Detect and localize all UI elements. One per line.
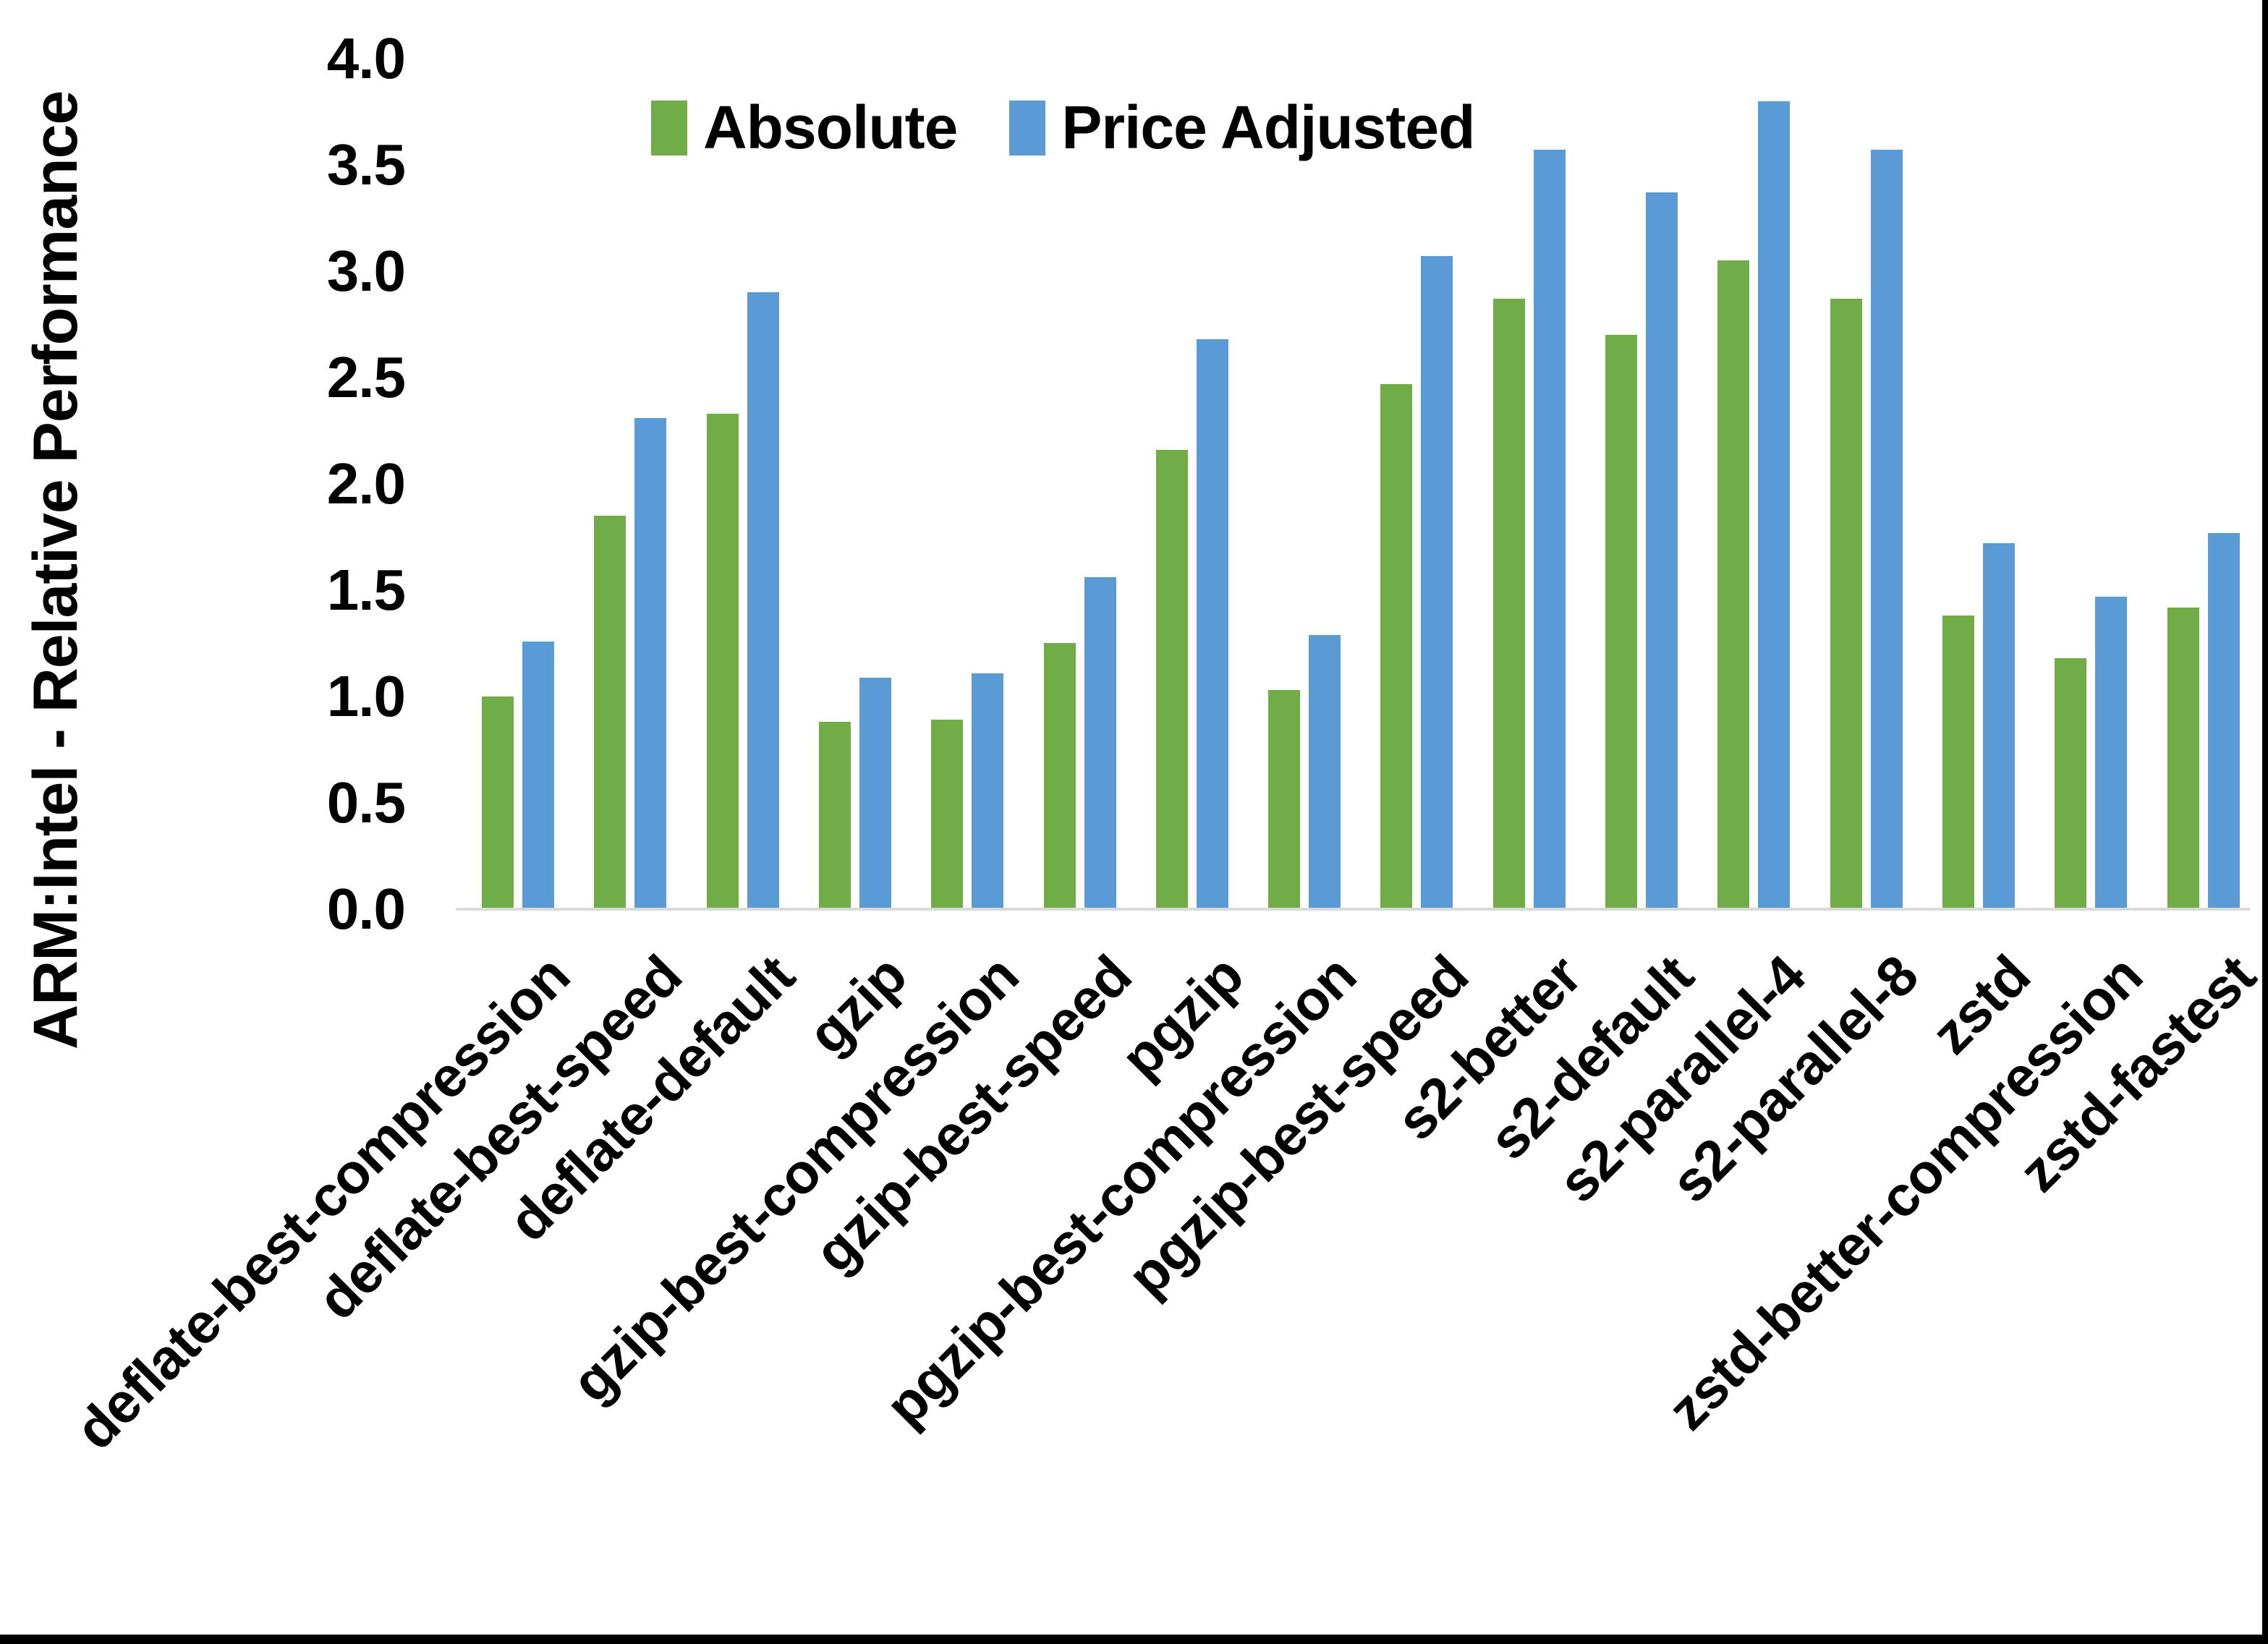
legend-swatch-absolute (651, 100, 687, 156)
bar-price-adjusted-pgzip (1197, 339, 1228, 909)
bar-absolute-zstd-fastest (2167, 608, 2199, 909)
y-tick-label-2.0: 2.0 (326, 451, 406, 516)
bar-absolute-s2-parallel-8 (1830, 299, 1862, 909)
bar-price-adjusted-deflate-best-speed (634, 418, 666, 909)
bar-price-adjusted-zstd-better-compression (2095, 597, 2127, 909)
x-axis-line (456, 908, 2250, 911)
y-tick-label-0.0: 0.0 (326, 877, 406, 941)
bar-price-adjusted-zstd-fastest (2208, 533, 2240, 909)
legend-item-absolute: Absolute (651, 93, 958, 163)
bar-price-adjusted-gzip-best-speed (1084, 577, 1116, 909)
bar-price-adjusted-s2-better (1534, 150, 1566, 909)
bar-absolute-pgzip-best-compression (1268, 690, 1300, 909)
bar-price-adjusted-pgzip-best-compression (1309, 635, 1341, 909)
bar-absolute-gzip (819, 722, 851, 909)
bar-price-adjusted-deflate-default (747, 292, 779, 909)
bar-price-adjusted-s2-parallel-4 (1758, 101, 1790, 909)
legend: Absolute Price Adjusted (651, 93, 1475, 163)
bar-absolute-s2-parallel-4 (1717, 260, 1749, 909)
bar-absolute-deflate-default (707, 414, 739, 909)
legend-swatch-price-adjusted (1009, 100, 1046, 156)
y-tick-label-1.0: 1.0 (326, 664, 406, 728)
y-tick-label-2.5: 2.5 (326, 345, 406, 409)
bar-absolute-deflate-best-compression (482, 697, 514, 909)
bar-absolute-gzip-best-compression (931, 720, 963, 909)
y-tick-label-3.5: 3.5 (326, 132, 406, 197)
bar-price-adjusted-s2-parallel-8 (1871, 150, 1903, 909)
y-axis-title: ARM:Intel - Relative Performance (21, 90, 90, 1049)
bar-absolute-gzip-best-speed (1044, 643, 1076, 909)
bar-absolute-pgzip-best-speed (1380, 384, 1412, 909)
legend-label-absolute: Absolute (703, 93, 958, 161)
bar-absolute-zstd (1942, 616, 1974, 909)
y-tick-label-3.0: 3.0 (326, 239, 406, 303)
bar-absolute-deflate-best-speed (594, 516, 626, 909)
y-tick-label-0.5: 0.5 (326, 770, 406, 835)
bar-absolute-s2-default (1605, 335, 1637, 909)
bar-price-adjusted-pgzip-best-speed (1421, 256, 1453, 909)
right-border (2262, 0, 2268, 1644)
bar-price-adjusted-zstd (1983, 543, 2015, 909)
bar-absolute-zstd-better-compression (2055, 658, 2086, 909)
y-tick-label-4.0: 4.0 (326, 26, 406, 90)
bar-absolute-s2-better (1493, 299, 1525, 909)
bar-price-adjusted-gzip-best-compression (972, 673, 1003, 909)
bar-absolute-pgzip (1156, 450, 1188, 909)
bottom-border (0, 1635, 2268, 1644)
y-tick-label-1.5: 1.5 (326, 558, 406, 622)
bar-price-adjusted-s2-default (1646, 192, 1678, 909)
legend-item-price-adjusted: Price Adjusted (1009, 93, 1475, 163)
legend-label-price-adjusted: Price Adjusted (1061, 93, 1475, 161)
bar-price-adjusted-gzip (859, 678, 891, 909)
bar-price-adjusted-deflate-best-compression (522, 642, 554, 909)
